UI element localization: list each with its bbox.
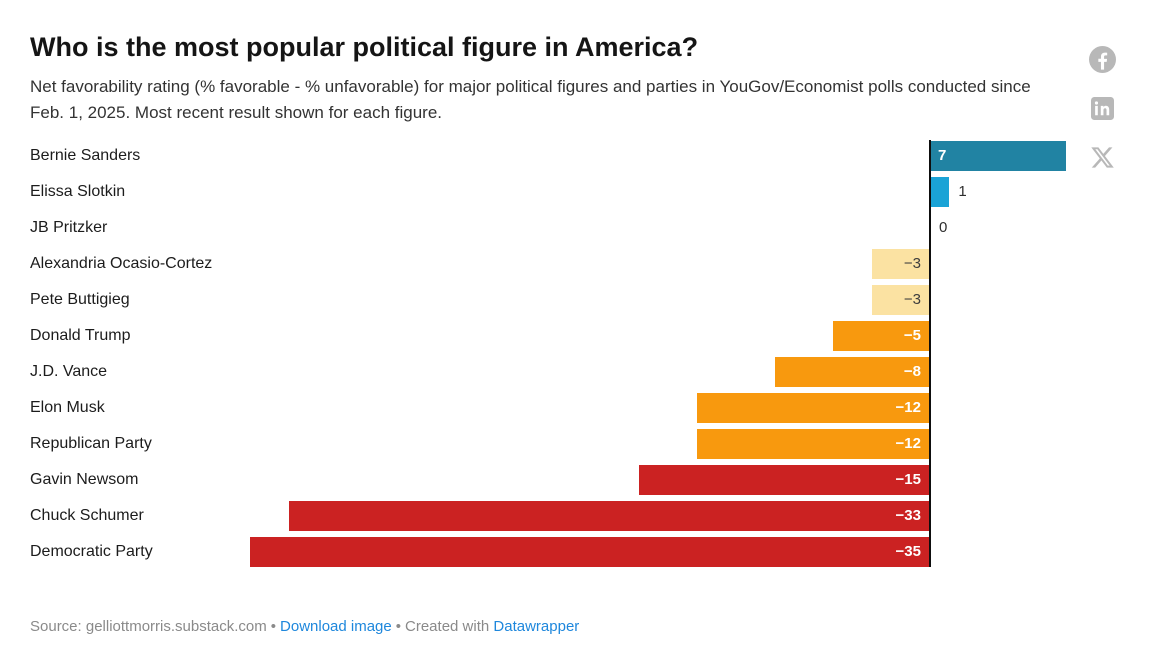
chart-row: Alexandria Ocasio-Cortez −3 bbox=[30, 246, 1128, 282]
category-label: Bernie Sanders bbox=[30, 147, 141, 164]
chart-row: Elissa Slotkin 1 bbox=[30, 174, 1128, 210]
value-label: −3 bbox=[903, 291, 921, 308]
footer-separator: • bbox=[270, 618, 277, 635]
value-label: −12 bbox=[895, 399, 921, 416]
footer-separator: • bbox=[395, 618, 402, 635]
category-label: J.D. Vance bbox=[30, 363, 108, 380]
download-image-link[interactable]: Download image bbox=[280, 618, 392, 635]
zero-axis-line bbox=[929, 140, 931, 567]
chart-row: Chuck Schumer −33 bbox=[30, 498, 1128, 534]
chart-row: Elon Musk −12 bbox=[30, 390, 1128, 426]
bar bbox=[871, 249, 930, 279]
datawrapper-link[interactable]: Datawrapper bbox=[493, 618, 580, 635]
category-label: Elissa Slotkin bbox=[30, 183, 126, 200]
value-label: −3 bbox=[903, 255, 921, 272]
value-label: 7 bbox=[938, 147, 947, 164]
category-label: JB Pritzker bbox=[30, 219, 108, 236]
chart-row: Donald Trump −5 bbox=[30, 318, 1128, 354]
bar bbox=[832, 321, 930, 351]
x-icon[interactable] bbox=[1088, 143, 1116, 171]
value-label: 0 bbox=[939, 219, 948, 236]
bar bbox=[288, 501, 930, 531]
chart-row: Democratic Party −35 bbox=[30, 534, 1128, 570]
bar bbox=[930, 177, 950, 207]
value-label: −8 bbox=[903, 363, 921, 380]
value-label: −35 bbox=[895, 543, 921, 560]
value-label: −5 bbox=[903, 327, 921, 344]
chart-subtitle: Net favorability rating (% favorable - %… bbox=[30, 77, 1031, 122]
bar bbox=[696, 429, 930, 459]
linkedin-icon[interactable] bbox=[1088, 94, 1116, 122]
chart-row: Bernie Sanders 7 bbox=[30, 138, 1128, 174]
chart-row: Pete Buttigieg −3 bbox=[30, 282, 1128, 318]
chart-footer: Source: gelliottmorris.substack.com • Down… bbox=[30, 618, 579, 635]
value-label: 1 bbox=[958, 183, 967, 200]
category-label: Elon Musk bbox=[30, 399, 105, 416]
category-label: Republican Party bbox=[30, 435, 152, 452]
value-label: −12 bbox=[895, 435, 921, 452]
chart: Bernie Sanders 7 Elissa Slotkin 1 JB Pritzke… bbox=[30, 138, 1128, 570]
chart-row: JB Pritzker 0 bbox=[30, 210, 1128, 246]
page-title: Who is the most popular political figure… bbox=[30, 32, 699, 62]
chart-row: Gavin Newsom −15 bbox=[30, 462, 1128, 498]
category-label: Donald Trump bbox=[30, 327, 131, 344]
bar bbox=[930, 141, 1066, 171]
share-toolbar bbox=[1088, 45, 1116, 171]
bar bbox=[249, 537, 930, 567]
bar bbox=[871, 285, 930, 315]
category-label: Alexandria Ocasio-Cortez bbox=[30, 255, 213, 272]
category-label: Democratic Party bbox=[30, 543, 153, 560]
category-label: Pete Buttigieg bbox=[30, 291, 130, 308]
chart-header: Who is the most popular political figure… bbox=[0, 0, 1158, 126]
value-label: −33 bbox=[895, 507, 921, 524]
source-text: Source: gelliottmorris.substack.com bbox=[30, 618, 267, 635]
chart-row: J.D. Vance −8 bbox=[30, 354, 1128, 390]
chart-row: Republican Party −12 bbox=[30, 426, 1128, 462]
category-label: Chuck Schumer bbox=[30, 507, 144, 524]
value-label: −15 bbox=[895, 471, 921, 488]
bar bbox=[774, 357, 930, 387]
created-with-text: Created with bbox=[405, 618, 490, 635]
bar bbox=[638, 465, 930, 495]
bar bbox=[696, 393, 930, 423]
category-label: Gavin Newsom bbox=[30, 471, 139, 488]
facebook-icon[interactable] bbox=[1088, 45, 1116, 73]
